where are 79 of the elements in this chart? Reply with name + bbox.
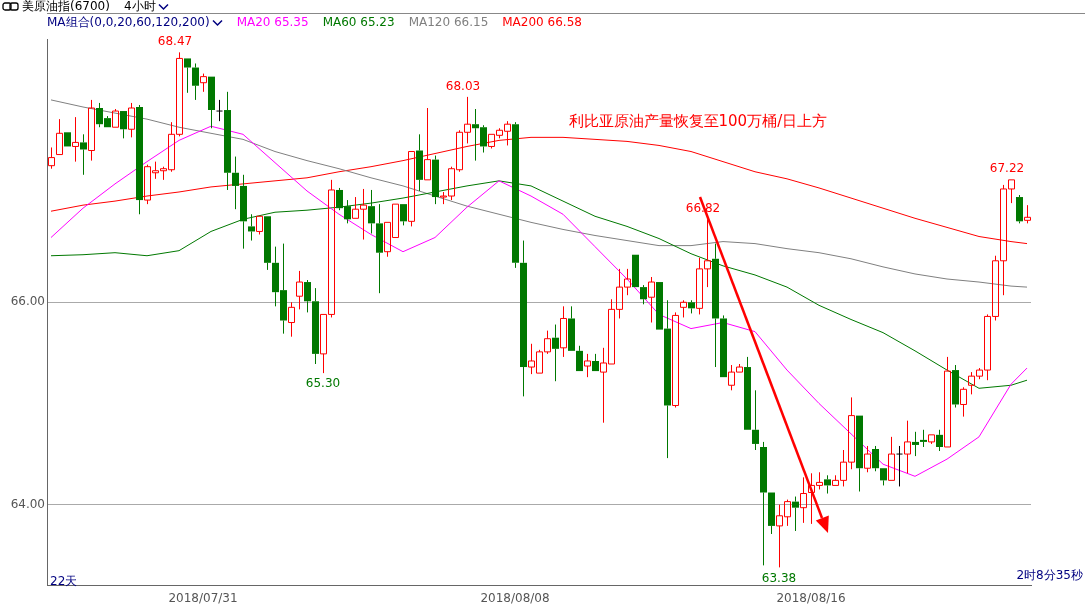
candlestick — [64, 132, 71, 147]
candlestick — [200, 73, 207, 93]
annotation: 22天 — [50, 574, 78, 589]
candlestick — [208, 76, 215, 129]
candlestick — [880, 468, 887, 486]
candlestick — [744, 356, 751, 430]
candlestick — [584, 353, 591, 378]
candlestick — [888, 436, 895, 481]
candlestick — [680, 299, 687, 318]
chart-subtitle: 4小时 — [123, 0, 156, 13]
text: MA20 65.35 — [236, 15, 309, 29]
candlestick — [688, 299, 695, 314]
candlestick — [872, 445, 879, 472]
annotation: 67.22 — [989, 160, 1025, 175]
candlestick — [520, 240, 527, 397]
candlestick — [80, 133, 87, 176]
annotation: 68.47 — [157, 34, 193, 49]
candlestick — [72, 116, 79, 163]
candlestick — [1024, 204, 1031, 224]
annotation: 2时8分35秒 — [1016, 568, 1083, 583]
candlestick — [192, 62, 199, 101]
candlestick — [648, 276, 655, 324]
candlestick — [264, 216, 271, 271]
candlestick — [304, 279, 311, 313]
candlestick — [120, 111, 127, 139]
candlestick — [376, 203, 383, 294]
candlestick — [904, 420, 911, 474]
candlestick — [640, 284, 647, 305]
candlestick — [720, 314, 727, 378]
annotation: 68.03 — [445, 79, 481, 93]
text: MA200 66.58 — [502, 15, 582, 29]
text: MA60 65.23 — [322, 15, 395, 29]
candlestick — [632, 254, 639, 288]
legend-title: MA组合(0,0,20,60,120,200) — [47, 15, 210, 29]
y-tick-label: 66.00 — [10, 294, 45, 309]
x-tick-label: 2018/08/08 — [480, 590, 550, 605]
candlestick — [960, 386, 967, 418]
candlestick — [136, 104, 143, 215]
candlestick — [296, 270, 303, 310]
candlestick — [232, 156, 239, 210]
y-tick-label: 64.00 — [10, 496, 45, 511]
annotation: 利比亚原油产量恢复至100万桶/日上方 — [568, 111, 828, 130]
candlestick — [88, 99, 95, 162]
candlestick — [568, 305, 575, 351]
candlestick — [760, 441, 767, 566]
candlestick — [856, 415, 863, 492]
candlestick — [896, 445, 903, 487]
candlestick — [712, 243, 719, 368]
candlestick — [56, 118, 63, 156]
candlestick — [824, 474, 831, 495]
annotation: 65.30 — [305, 376, 341, 391]
candlestick — [368, 189, 375, 234]
candlestick — [48, 146, 55, 170]
candlestick — [288, 301, 295, 338]
candlestick — [768, 492, 775, 535]
candlestick — [224, 91, 231, 191]
x-tick-label: 2018/08/16 — [776, 590, 846, 605]
candlestick — [560, 305, 567, 358]
candlestick — [576, 345, 583, 372]
candlestick — [936, 429, 943, 452]
candlestick — [312, 287, 319, 365]
candlestick — [400, 204, 407, 226]
candlestick — [920, 429, 927, 448]
candlestick — [1016, 194, 1023, 224]
candlestick — [248, 213, 255, 242]
candlestick — [912, 431, 919, 457]
candlestick — [416, 133, 423, 192]
chart-title: 美原油指(6700) — [22, 0, 110, 13]
text: MA120 66.15 — [408, 15, 489, 29]
candlestick — [792, 496, 799, 532]
candlestick — [752, 389, 759, 451]
candlestick — [184, 58, 191, 94]
candlestick — [552, 324, 559, 382]
candlestick — [592, 353, 599, 372]
candlestick — [800, 476, 807, 524]
x-tick-label: 2018/07/31 — [168, 590, 238, 605]
annotation: 63.38 — [761, 570, 797, 585]
candlestick — [672, 311, 679, 409]
candlestick — [944, 356, 951, 448]
